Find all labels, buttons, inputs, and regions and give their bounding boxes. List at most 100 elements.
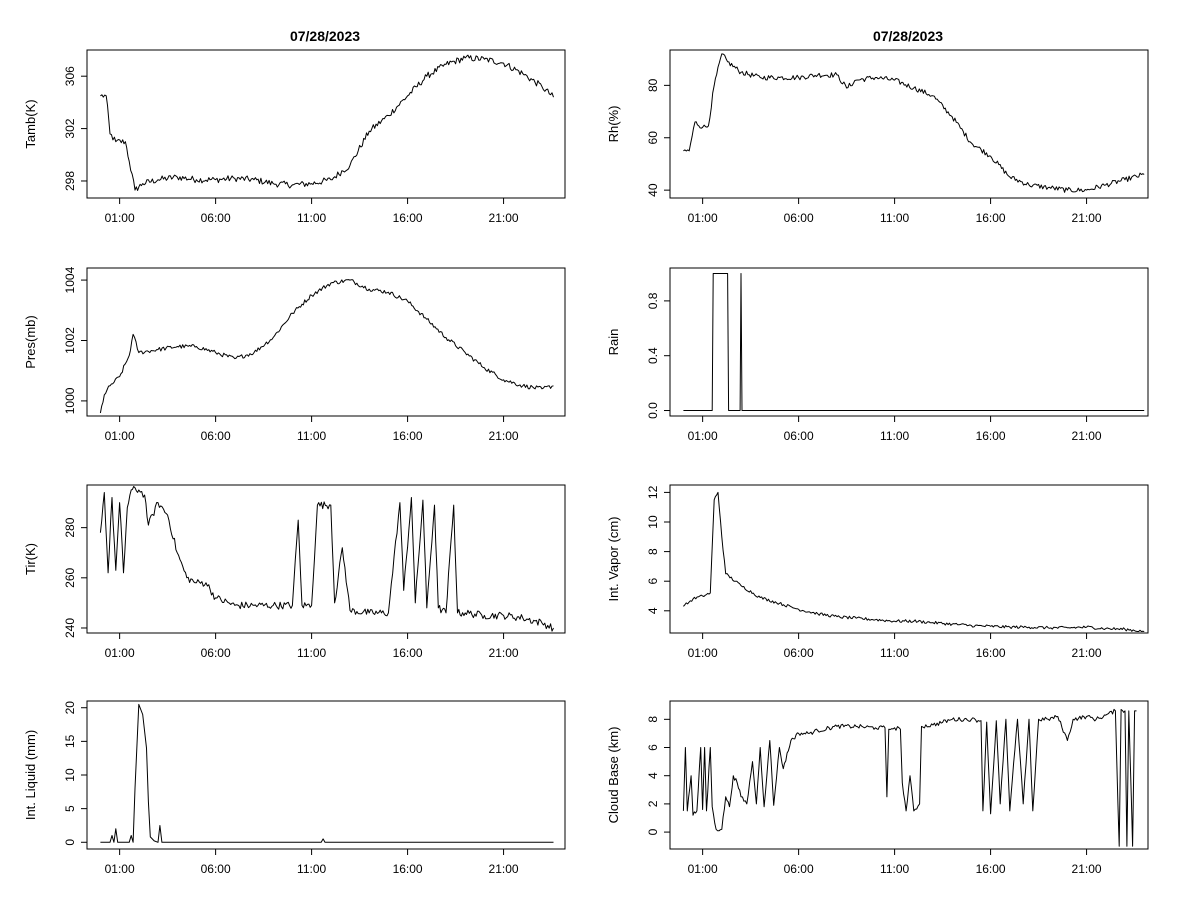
y-tick-label: 0.4 <box>646 347 660 364</box>
x-tick-label: 06:00 <box>201 646 231 660</box>
x-tick-label: 16:00 <box>393 211 423 225</box>
x-tick-label: 21:00 <box>489 211 519 225</box>
plot-frame <box>669 484 1149 634</box>
chart-panel-5: 240 260 280 Tir(K) 01:00 06:00 11:00 16:00 21:00 <box>23 484 566 660</box>
x-tick-label: 11:00 <box>297 646 326 660</box>
series-line <box>683 491 1145 632</box>
y-axis: 298 302 306 <box>63 66 87 191</box>
y-tick-label: 6 <box>646 744 660 751</box>
y-tick-label: 302 <box>63 118 77 138</box>
y-axis: 4 6 8 10 12 <box>646 485 670 614</box>
y-tick-label: 5 <box>63 805 77 812</box>
y-axis-label: Int. Liquid (mm) <box>23 730 38 820</box>
x-tick-label: 01:00 <box>105 862 135 876</box>
x-axis: 01:00 06:00 11:00 16:00 21:00 <box>105 633 519 660</box>
x-tick-label: 21:00 <box>1072 646 1102 660</box>
x-tick-label: 01:00 <box>105 429 135 443</box>
figure-title-left: 07/28/2023 <box>290 28 360 44</box>
y-axis: 40 60 80 <box>646 78 670 197</box>
x-tick-label: 01:00 <box>688 211 718 225</box>
y-axis-label: Rh(%) <box>606 106 621 143</box>
y-axis-label: Cloud Base (km) <box>606 727 621 824</box>
x-tick-label: 11:00 <box>297 862 326 876</box>
y-axis-label: Tamb(K) <box>23 99 38 148</box>
y-tick-label: 40 <box>646 183 660 197</box>
x-axis: 01:00 06:00 11:00 16:00 21:00 <box>688 198 1102 225</box>
chart-panels: 298 302 306 Tamb(K) 01:00 06:00 11:00 16:00 21:0… <box>23 49 1149 876</box>
x-axis: 01:00 06:00 11:00 16:00 21:00 <box>105 849 519 876</box>
x-axis: 01:00 06:00 11:00 16:00 21:00 <box>105 198 519 225</box>
x-tick-label: 16:00 <box>976 211 1006 225</box>
x-tick-label: 01:00 <box>688 429 718 443</box>
y-tick-label: 20 <box>63 701 77 715</box>
x-tick-label: 06:00 <box>784 211 814 225</box>
x-tick-label: 06:00 <box>201 429 231 443</box>
plot-frame <box>669 49 1149 199</box>
y-tick-label: 8 <box>646 716 660 723</box>
series-line <box>99 279 554 414</box>
y-axis: 1000 1002 1004 <box>63 266 87 414</box>
chart-panel-7: 0 5 10 15 20 Int. Liquid (mm) 01:00 06:00 11:00 1… <box>23 700 566 876</box>
x-tick-label: 06:00 <box>784 429 814 443</box>
x-tick-label: 01:00 <box>105 211 135 225</box>
y-axis-label: Tir(K) <box>23 543 38 575</box>
y-tick-label: 306 <box>63 66 77 86</box>
y-axis-label: Int. Vapor (cm) <box>606 516 621 601</box>
chart-panel-3: 1000 1002 1004 Pres(mb) 01:00 06:00 11:00 16:00… <box>23 266 566 443</box>
y-tick-label: 0 <box>646 828 660 835</box>
x-tick-label: 11:00 <box>297 211 326 225</box>
plot-frame <box>86 484 566 634</box>
chart-panel-1: 298 302 306 Tamb(K) 01:00 06:00 11:00 16:00 21:0… <box>23 49 566 225</box>
x-tick-label: 11:00 <box>297 429 326 443</box>
y-tick-label: 1002 <box>63 327 77 354</box>
x-tick-label: 06:00 <box>201 862 231 876</box>
x-tick-label: 21:00 <box>489 646 519 660</box>
chart-panel-2: 40 60 80 Rh(%) 01:00 06:00 11:00 16:00 21:00 <box>606 49 1149 225</box>
series-line <box>683 273 1145 411</box>
y-axis: 0.0 0.4 0.8 <box>646 292 670 419</box>
x-tick-label: 01:00 <box>688 862 718 876</box>
x-tick-label: 21:00 <box>489 429 519 443</box>
x-axis: 01:00 06:00 11:00 16:00 21:00 <box>688 633 1102 660</box>
chart-panel-8: 0 2 4 6 8 Cloud Base (km) 01:00 06:00 11:00 16:00… <box>606 700 1149 876</box>
y-tick-label: 2 <box>646 800 660 807</box>
y-tick-label: 260 <box>63 567 77 587</box>
y-axis-label: Rain <box>606 329 621 356</box>
y-tick-label: 6 <box>646 578 660 585</box>
x-axis: 01:00 06:00 11:00 16:00 21:00 <box>688 416 1102 443</box>
x-tick-label: 16:00 <box>393 646 423 660</box>
series-line <box>99 486 554 632</box>
x-tick-label: 21:00 <box>1072 429 1102 443</box>
y-tick-label: 8 <box>646 548 660 555</box>
y-tick-label: 0.0 <box>646 402 660 419</box>
x-tick-label: 16:00 <box>976 862 1006 876</box>
y-tick-label: 4 <box>646 607 660 614</box>
x-tick-label: 06:00 <box>784 646 814 660</box>
y-tick-label: 298 <box>63 171 77 191</box>
x-tick-label: 06:00 <box>201 211 231 225</box>
figure-title-right: 07/28/2023 <box>873 28 943 44</box>
x-tick-label: 01:00 <box>105 646 135 660</box>
x-tick-label: 21:00 <box>489 862 519 876</box>
x-tick-label: 21:00 <box>1072 211 1102 225</box>
y-tick-label: 80 <box>646 78 660 92</box>
x-tick-label: 11:00 <box>880 429 909 443</box>
x-tick-label: 11:00 <box>880 211 909 225</box>
y-tick-label: 0.8 <box>646 292 660 309</box>
x-axis: 01:00 06:00 11:00 16:00 21:00 <box>105 416 519 443</box>
y-tick-label: 1004 <box>63 266 77 293</box>
plot-frame <box>669 267 1149 417</box>
y-tick-label: 280 <box>63 517 77 537</box>
y-tick-label: 4 <box>646 772 660 779</box>
series-line <box>682 708 1137 847</box>
plot-frame <box>669 700 1149 850</box>
x-tick-label: 11:00 <box>880 862 909 876</box>
x-tick-label: 06:00 <box>784 862 814 876</box>
plot-frame <box>86 267 566 417</box>
x-tick-label: 16:00 <box>393 862 423 876</box>
y-tick-label: 10 <box>646 515 660 529</box>
y-tick-label: 10 <box>63 768 77 782</box>
y-axis: 240 260 280 <box>63 517 87 638</box>
